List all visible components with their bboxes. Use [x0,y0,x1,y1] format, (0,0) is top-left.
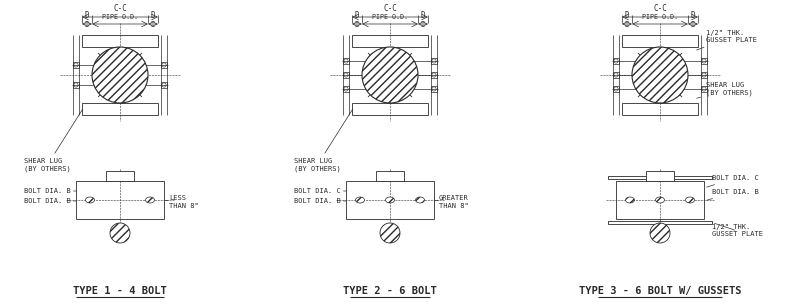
Circle shape [632,47,688,103]
Circle shape [614,59,618,63]
Text: BOLT DIA. B: BOLT DIA. B [294,198,346,204]
Circle shape [380,223,400,243]
Text: C-C: C-C [383,4,397,13]
Bar [106,171,134,181]
Bar [376,171,404,181]
Circle shape [432,59,436,63]
Circle shape [432,73,436,77]
Circle shape [702,73,706,77]
Circle shape [650,223,670,243]
Ellipse shape [355,197,365,203]
Text: PIPE O.D.: PIPE O.D. [642,14,678,20]
Bar [161,62,167,68]
Bar [616,181,704,219]
Text: C-C: C-C [653,4,667,13]
Bar [613,58,619,64]
Ellipse shape [86,197,94,203]
Text: SHEAR LUG
(BY OTHERS): SHEAR LUG (BY OTHERS) [24,109,82,172]
Text: TYPE 2 - 6 BOLT: TYPE 2 - 6 BOLT [343,286,437,296]
Text: PIPE O.D.: PIPE O.D. [102,14,138,20]
Text: TYPE 3 - 6 BOLT W/ GUSSETS: TYPE 3 - 6 BOLT W/ GUSSETS [578,286,742,296]
Bar [701,72,707,78]
Ellipse shape [655,197,665,203]
Circle shape [162,63,166,67]
Circle shape [344,59,348,63]
Bar [346,181,434,219]
Circle shape [110,223,130,243]
Bar [701,86,707,92]
Circle shape [614,73,618,77]
Circle shape [74,83,78,87]
Bar [343,58,349,64]
Bar [646,171,674,181]
Bar [701,58,707,64]
Bar [431,86,437,92]
Ellipse shape [146,197,154,203]
Bar [73,82,79,88]
Bar [608,176,712,179]
Bar [343,72,349,78]
Ellipse shape [415,197,425,203]
Bar [431,72,437,78]
Text: BOLT DIA. C: BOLT DIA. C [294,188,346,194]
Bar [622,35,698,47]
Bar [82,103,158,115]
Circle shape [344,73,348,77]
Circle shape [162,83,166,87]
Text: D: D [421,11,426,20]
Circle shape [362,47,418,103]
Bar [613,72,619,78]
Bar [608,221,712,224]
Text: SHEAR LUG
(BY OTHERS): SHEAR LUG (BY OTHERS) [294,109,353,172]
Bar [352,103,428,115]
Text: D: D [354,11,359,20]
Text: BOLT DIA. B: BOLT DIA. B [24,198,76,204]
Circle shape [432,87,436,91]
Bar [161,82,167,88]
Text: 1/2" THK.
GUSSET PLATE: 1/2" THK. GUSSET PLATE [697,31,757,50]
Bar [613,86,619,92]
Text: LESS
THAN 8": LESS THAN 8" [169,196,198,208]
Circle shape [344,87,348,91]
Text: D: D [85,11,90,20]
Bar [82,35,158,47]
Bar [73,62,79,68]
Circle shape [614,87,618,91]
Ellipse shape [686,197,694,203]
Bar [431,58,437,64]
Text: C-C: C-C [113,4,127,13]
Text: SHEAR LUG
(BY OTHERS): SHEAR LUG (BY OTHERS) [697,82,753,98]
Bar [76,181,164,219]
Ellipse shape [386,197,394,203]
Text: 1/2" THK.
GUSSET PLATE: 1/2" THK. GUSSET PLATE [712,223,763,237]
Text: BOLT DIA. B: BOLT DIA. B [24,188,76,194]
Bar [622,103,698,115]
Text: D: D [625,11,630,20]
Text: BOLT DIA. B: BOLT DIA. B [706,189,758,200]
Circle shape [74,63,78,67]
Circle shape [702,87,706,91]
Circle shape [92,47,148,103]
Text: D: D [150,11,155,20]
Text: D: D [690,11,695,20]
Text: BOLT DIA. C: BOLT DIA. C [706,175,758,187]
Text: GREATER
THAN 8": GREATER THAN 8" [439,196,469,208]
Bar [343,86,349,92]
Bar [352,35,428,47]
Ellipse shape [626,197,634,203]
Text: TYPE 1 - 4 BOLT: TYPE 1 - 4 BOLT [73,286,167,296]
Circle shape [702,59,706,63]
Text: PIPE O.D.: PIPE O.D. [372,14,408,20]
